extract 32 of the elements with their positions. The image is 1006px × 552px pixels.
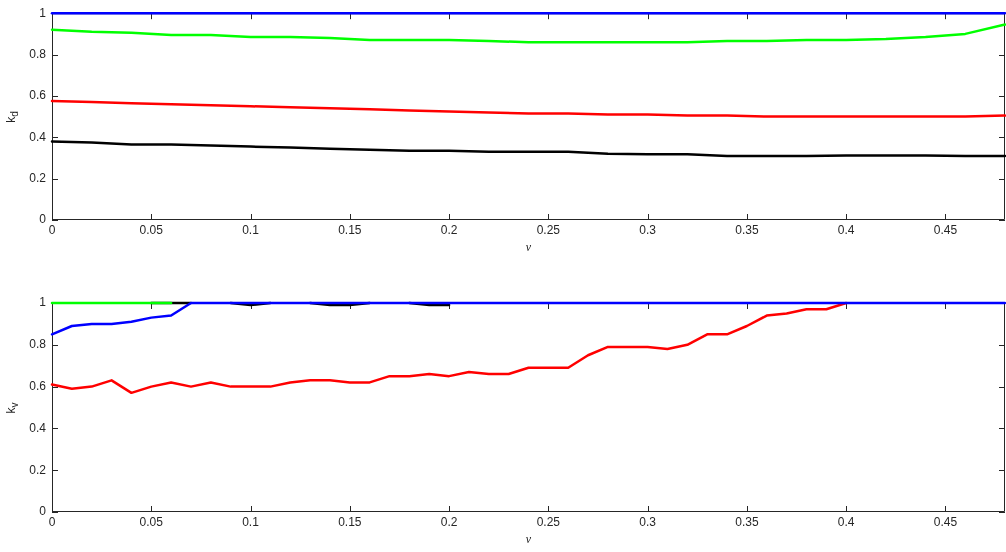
x-tick-label: 0.35 — [735, 514, 759, 529]
y-tick-label: 0.4 — [29, 129, 47, 144]
x-tick-label: 0.35 — [735, 222, 759, 237]
y-tick-label: 0.6 — [29, 88, 47, 103]
x-tick-label: 0.2 — [440, 514, 458, 529]
x-axis-title: ν — [525, 532, 532, 547]
x-tick-label: 0.05 — [139, 514, 164, 529]
x-tick-label: 0.45 — [933, 222, 958, 237]
x-axis-title: ν — [525, 240, 532, 255]
y-tick-label: 0.6 — [29, 378, 47, 393]
x-tick-label: 0.45 — [933, 514, 958, 529]
x-tick-label: 0.1 — [242, 222, 260, 237]
x-tick-label: 0.2 — [440, 222, 458, 237]
y-tick-label: 0.2 — [29, 170, 47, 185]
y-tick-label: 0 — [39, 504, 47, 519]
x-tick-label: 0.25 — [536, 222, 561, 237]
x-tick-label: 0.15 — [338, 222, 362, 237]
x-tick-label: 0.05 — [139, 222, 164, 237]
x-tick-label: 0.25 — [536, 514, 561, 529]
x-tick-label: 0.1 — [242, 514, 260, 529]
x-tick-label: 0.4 — [837, 222, 855, 237]
y-tick-label: 0 — [39, 212, 47, 227]
y-tick-label: 0.2 — [29, 462, 47, 477]
x-tick-label: 0.15 — [338, 514, 362, 529]
x-tick-label: 0.4 — [837, 514, 855, 529]
x-tick-label: 0.3 — [639, 222, 657, 237]
y-tick-label: 1 — [39, 295, 47, 310]
y-tick-label: 0.8 — [29, 337, 47, 352]
x-tick-label: 0.3 — [639, 514, 657, 529]
y-tick-label: 0.8 — [29, 46, 47, 61]
y-tick-label: 0.4 — [29, 420, 47, 435]
y-tick-label: 1 — [39, 5, 47, 20]
